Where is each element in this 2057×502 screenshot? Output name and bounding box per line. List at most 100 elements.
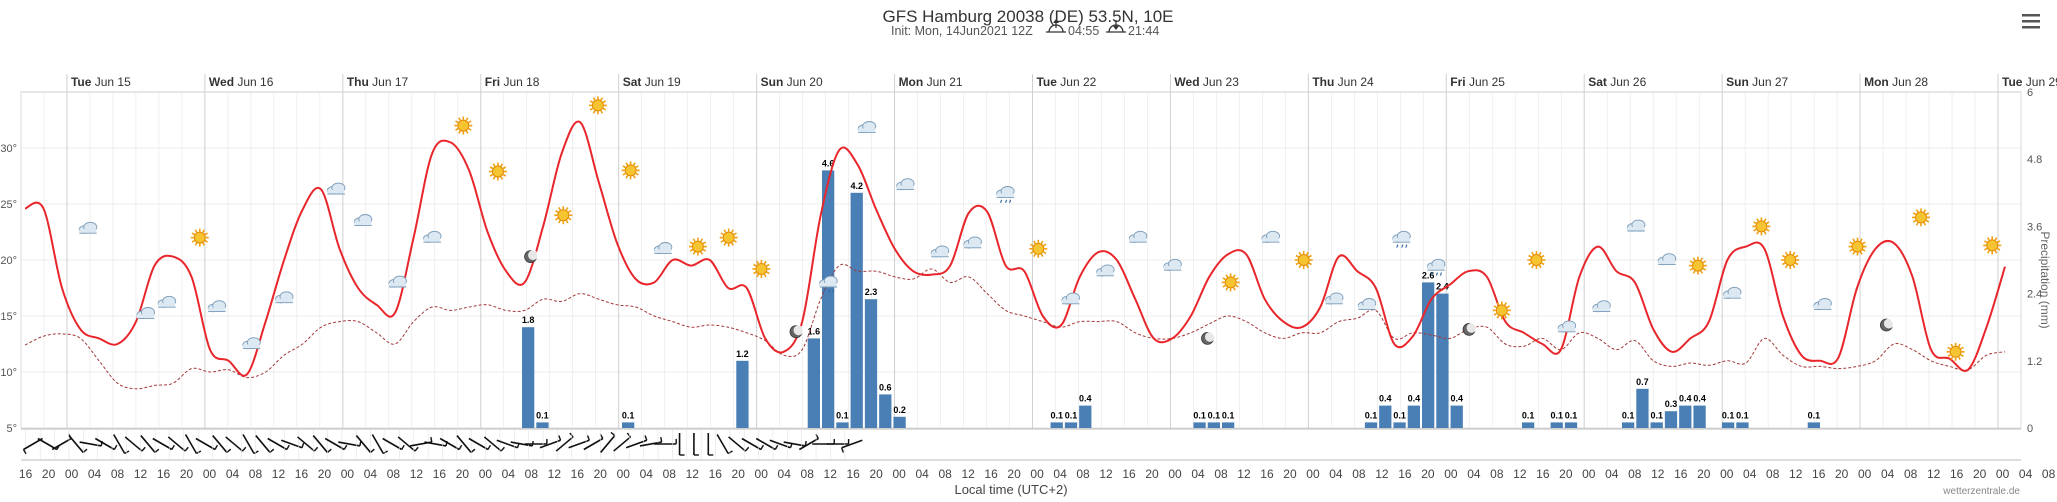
hour-tick-label: 08 — [1490, 467, 1504, 481]
left-axis: 5° 10° 15° 20° 25° 30° — [0, 143, 17, 435]
sun-icon — [454, 116, 473, 135]
sun-icon — [554, 206, 573, 225]
wind-barb-icon — [678, 433, 685, 456]
wind-barb-icon — [826, 439, 850, 445]
hour-tick-label: 12 — [272, 467, 286, 481]
cloud-icon — [1813, 298, 1832, 311]
cloud-icon — [157, 295, 177, 308]
wind-barb-icon — [798, 433, 819, 451]
day-name: Tue — [2002, 75, 2026, 89]
hour-tick-label: 00 — [1030, 467, 1044, 481]
credit-text: wetterzentrale.de — [1942, 486, 2020, 497]
grid-lines — [20, 74, 2022, 429]
right-axis: 0 1.2 2.4 3.6 4.8 6 — [2027, 87, 2042, 435]
hour-tick-label: 04 — [226, 467, 240, 481]
wind-barb-icon — [167, 436, 189, 452]
hour-tick-label: 00 — [1444, 467, 1458, 481]
hamburger-menu-icon[interactable] — [2022, 14, 2040, 29]
precip-value-label: 2.4 — [1436, 282, 1449, 292]
sun-icon — [1492, 301, 1511, 320]
day-date: Jun 22 — [1060, 75, 1096, 89]
precip-bar — [1693, 405, 1706, 428]
hour-tick-label: 20 — [318, 467, 332, 481]
day-label: Tue Jun 15 — [71, 75, 131, 89]
hour-tick-label: 20 — [1559, 467, 1573, 481]
right-tick-label: 0 — [2027, 423, 2033, 435]
precip-value-label: 0.1 — [1222, 410, 1235, 420]
sun-icon — [688, 237, 707, 256]
sun-icon — [1781, 251, 1800, 269]
day-label: Tue Jun 22 — [1036, 75, 1096, 89]
hour-tick-label: 16 — [433, 467, 447, 481]
wind-barb-icon — [707, 433, 714, 456]
sun-icon — [1946, 342, 1965, 361]
precip-bar — [1722, 422, 1735, 428]
hour-tick-label: 16 — [19, 467, 33, 481]
hour-tick-label: 04 — [915, 467, 929, 481]
precip-bar — [622, 422, 635, 428]
hour-tick-label: 08 — [387, 467, 401, 481]
day-label: Sun Jun 20 — [761, 75, 823, 89]
precip-bar — [864, 299, 878, 428]
hour-tick-label: 16 — [1122, 467, 1136, 481]
precip-value-label: 0.1 — [1565, 410, 1578, 420]
day-date: Jun 25 — [1469, 75, 1505, 89]
hour-tick-label: 12 — [1789, 467, 1803, 481]
rain-icon — [819, 275, 838, 293]
wind-barb-icon — [468, 437, 492, 451]
wind-barb-icon — [255, 435, 275, 453]
hour-tick-label: 20 — [594, 467, 608, 481]
hour-tick-label: 12 — [1927, 467, 1941, 481]
precip-value-label: 0.4 — [1379, 394, 1392, 404]
hour-tick-label: 12 — [1237, 467, 1251, 481]
day-date: Jun 24 — [1338, 75, 1374, 89]
day-name: Mon — [1864, 75, 1892, 89]
precip-bar — [1522, 422, 1535, 428]
sunset-time: 21:44 — [1128, 24, 1159, 38]
wind-row — [21, 428, 2021, 461]
hour-tick-label: 16 — [1536, 467, 1550, 481]
hour-tick-label: 00 — [617, 467, 631, 481]
hour-tick-label: 00 — [479, 467, 493, 481]
precip-bar — [1407, 405, 1420, 428]
sun-icon — [1752, 217, 1771, 236]
left-tick-label: 5° — [6, 423, 17, 435]
wind-barb-icon — [755, 437, 779, 451]
hour-tick-label: 00 — [892, 467, 906, 481]
rain-icon — [996, 186, 1015, 203]
day-label: Wed Jun 16 — [209, 75, 274, 89]
cloud-icon — [1626, 219, 1646, 232]
sun-icon — [1221, 273, 1240, 292]
hour-tick-label: 00 — [755, 467, 769, 481]
wind-barb-icon — [212, 435, 232, 453]
hour-tick-label: 04 — [502, 467, 516, 481]
day-name: Sun — [761, 75, 787, 89]
precip-value-label: 0.1 — [1736, 410, 1749, 420]
precip-bar — [1079, 405, 1092, 428]
day-date: Jun 15 — [95, 75, 131, 89]
day-name: Mon — [899, 75, 927, 89]
wind-barb-icon — [524, 439, 548, 445]
hour-tick-label: 08 — [2042, 467, 2056, 481]
day-label: Mon Jun 28 — [1864, 75, 1928, 89]
wind-barb-icon — [51, 433, 72, 451]
precip-value-label: 0.1 — [536, 410, 549, 420]
cloud-icon — [1163, 258, 1182, 271]
hour-tick-label: 08 — [1766, 467, 1780, 481]
precipitation-bars — [522, 170, 1820, 428]
cloud-icon — [1557, 320, 1577, 333]
day-date: Jun 20 — [787, 75, 823, 89]
cloud-icon — [1261, 230, 1280, 243]
day-date: Jun 26 — [1610, 75, 1646, 89]
sun-icon — [488, 162, 507, 181]
hour-tick-label: 04 — [1743, 467, 1757, 481]
hour-tick-label: 12 — [134, 467, 148, 481]
hour-tick-label: 04 — [1191, 467, 1205, 481]
sun-icon — [1983, 236, 2002, 255]
precip-value-label: 0.2 — [893, 405, 906, 415]
day-date: Jun 19 — [645, 75, 681, 89]
hour-tick-label: 00 — [1582, 467, 1596, 481]
hour-tick-label: 16 — [847, 467, 861, 481]
wind-barb-icon — [382, 437, 405, 451]
wind-barb-icon — [840, 439, 863, 453]
